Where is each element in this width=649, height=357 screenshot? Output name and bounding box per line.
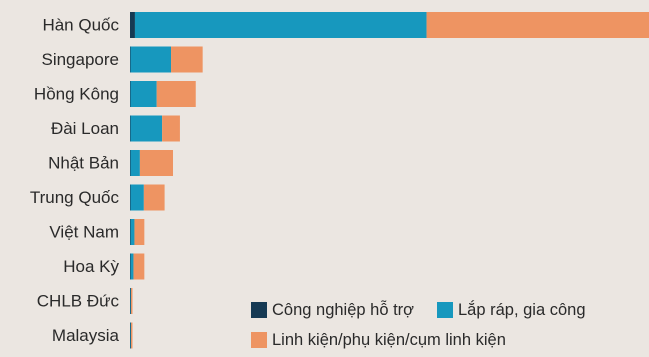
- category-label-han-quoc: Hàn Quốc: [42, 16, 119, 35]
- legend-label-lap-rap-gia-cong: Lắp ráp, gia công: [458, 300, 586, 319]
- legend-swatch-linh-kien-phu-kien-cum-linh-kien: [251, 332, 267, 348]
- category-label-singapore: Singapore: [41, 50, 119, 69]
- legend-item-lap-rap-gia-cong: Lắp ráp, gia công: [437, 300, 586, 319]
- legend: Công nghiệp hỗ trợ Lắp ráp, gia công Linh …: [251, 300, 586, 349]
- bar-trung-quoc-lap-rap-gia-cong: [130, 185, 143, 211]
- category-labels: Hàn Quốc Singapore Hồng Kông Đài Loan Nhật B…: [30, 16, 120, 346]
- category-label-nhat-ban: Nhật Bản: [48, 154, 119, 173]
- bar-viet-nam-lap-rap-gia-cong: [130, 219, 134, 245]
- bar-dai-loan-lap-rap-gia-cong: [130, 116, 162, 142]
- bar-hoa-ky-linh-kien-phu-kien-cum-linh-kien: [133, 254, 144, 280]
- category-label-hoa-ky: Hoa Kỳ: [63, 257, 119, 276]
- bar-hong-kong-linh-kien-phu-kien-cum-linh-kien: [157, 81, 196, 107]
- category-label-dai-loan: Đài Loan: [51, 119, 119, 138]
- category-label-malaysia: Malaysia: [52, 326, 120, 345]
- legend-item-cong-nghiep-ho-tro: Công nghiệp hỗ trợ: [251, 300, 414, 319]
- bar-han-quoc-cong-nghiep-ho-tro: [130, 12, 135, 38]
- category-label-chlb-duc: CHLB Đức: [37, 292, 120, 311]
- bar-singapore-linh-kien-phu-kien-cum-linh-kien: [171, 47, 203, 73]
- bar-han-quoc-lap-rap-gia-cong: [135, 12, 427, 38]
- bar-nhat-ban-lap-rap-gia-cong: [130, 150, 139, 176]
- bar-hong-kong-lap-rap-gia-cong: [130, 81, 156, 107]
- category-label-hong-kong: Hồng Kông: [34, 85, 119, 104]
- bar-chlb-duc-linh-kien-phu-kien-cum-linh-kien: [131, 288, 132, 314]
- category-label-trung-quoc: Trung Quốc: [30, 188, 120, 207]
- bar-singapore-lap-rap-gia-cong: [130, 47, 171, 73]
- bar-han-quoc-linh-kien-phu-kien-cum-linh-kien: [427, 12, 649, 38]
- bar-nhat-ban-linh-kien-phu-kien-cum-linh-kien: [140, 150, 173, 176]
- bar-trung-quoc-linh-kien-phu-kien-cum-linh-kien: [144, 185, 165, 211]
- legend-swatch-lap-rap-gia-cong: [437, 302, 453, 318]
- bars: [130, 12, 649, 349]
- bar-malaysia-linh-kien-phu-kien-cum-linh-kien: [131, 323, 132, 349]
- legend-swatch-cong-nghiep-ho-tro: [251, 302, 267, 318]
- legend-label-linh-kien-phu-kien-cum-linh-kien: Linh kiện/phụ kiện/cụm linh kiện: [272, 331, 506, 349]
- category-label-viet-nam: Việt Nam: [49, 223, 119, 242]
- bar-viet-nam-linh-kien-phu-kien-cum-linh-kien: [134, 219, 144, 245]
- bar-dai-loan-linh-kien-phu-kien-cum-linh-kien: [162, 116, 180, 142]
- legend-item-linh-kien-phu-kien-cum-linh-kien: Linh kiện/phụ kiện/cụm linh kiện: [251, 331, 506, 349]
- bar-hoa-ky-lap-rap-gia-cong: [130, 254, 133, 280]
- legend-label-cong-nghiep-ho-tro: Công nghiệp hỗ trợ: [272, 300, 414, 319]
